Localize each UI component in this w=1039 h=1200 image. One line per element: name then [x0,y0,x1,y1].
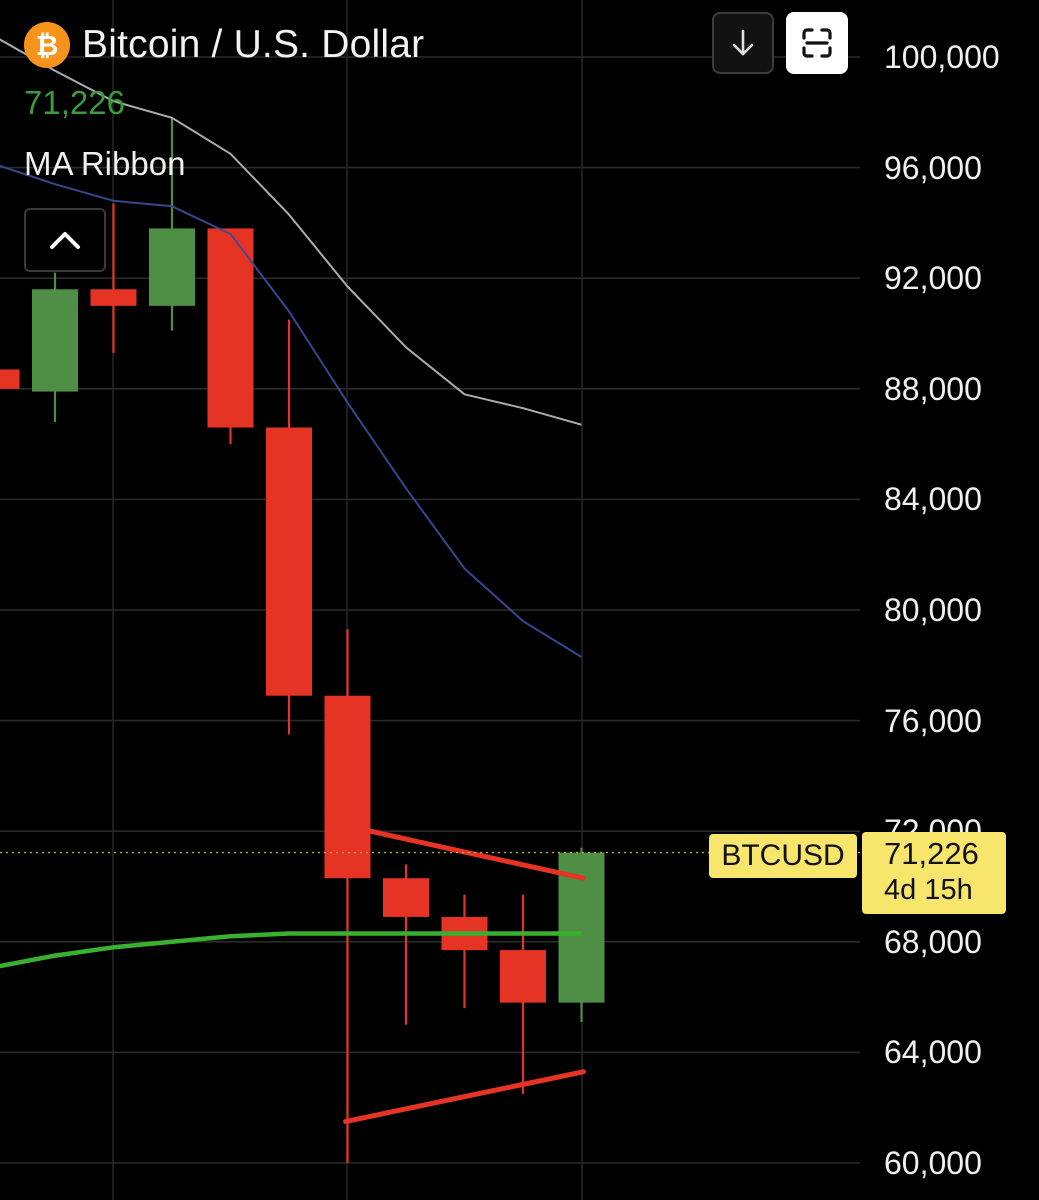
price-axis-tick: 100,000 [884,39,1000,75]
current-price-value: 71,226 [884,836,979,871]
symbol-price-tag: BTCUSD [709,834,857,878]
candle-countdown: 4d 15h [884,874,973,906]
price-axis-tick: 64,000 [884,1034,982,1071]
arrow-down-icon [732,29,754,56]
price-axis-tick: 76,000 [884,702,982,739]
ma-ribbon-line [0,38,582,426]
chart-title[interactable]: Bitcoin / U.S. Dollar [82,23,425,66]
candle-down [90,289,137,306]
chevron-up-icon [50,232,80,249]
ma-ribbon-line [0,164,583,658]
current-price-tag: 71,226 4d 15h [862,832,1006,914]
fullscreen-icon [802,28,832,58]
last-price: 71,226 [24,84,125,121]
download-button[interactable] [712,12,774,74]
candle-down [0,369,20,389]
price-axis-tick: 68,000 [884,923,982,960]
candle-down [266,427,312,696]
fullscreen-button[interactable] [786,12,848,74]
indicator-label[interactable]: MA Ribbon [24,145,186,182]
candle-down [383,878,429,917]
bitcoin-icon: ₿ [24,22,70,68]
price-axis-tick: 92,000 [884,260,982,297]
title-row: ₿ Bitcoin / U.S. Dollar [24,22,424,68]
trendline [343,823,586,881]
trendline [343,1069,586,1125]
chart-header: ₿ Bitcoin / U.S. Dollar [24,22,424,68]
price-axis-tick: 60,000 [884,1145,982,1181]
price-axis-tick: 80,000 [884,592,982,628]
candle-up [149,228,195,306]
ma-ribbon-line [0,931,582,969]
price-axis-tick: 96,000 [884,149,982,186]
price-axis-tick: 84,000 [884,481,982,518]
candle-down [324,695,371,879]
price-axis-tick: 88,000 [884,370,982,407]
candle-up [32,289,78,392]
candle-down [500,950,546,1003]
candle-down [207,228,254,428]
bitcoin-glyph: ₿ [35,28,59,62]
collapse-legend-button[interactable] [24,208,106,272]
